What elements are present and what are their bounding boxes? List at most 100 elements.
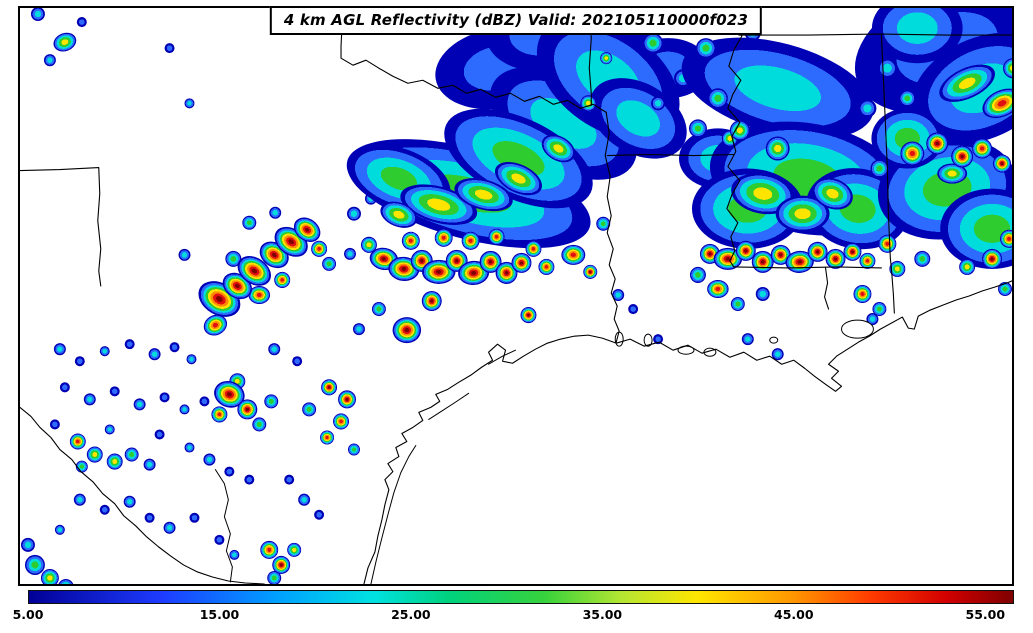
matagorda-barrier [428, 392, 470, 420]
colorbar-tick-label: 35.00 [582, 607, 623, 622]
radar-cell [1000, 229, 1012, 248]
radar-cell [229, 549, 240, 560]
radar-cell [360, 236, 377, 253]
radar-cell [40, 568, 59, 584]
radar-cell [688, 119, 707, 138]
radar-cell [939, 64, 995, 102]
radar-cell [333, 413, 350, 430]
radar-cell [154, 429, 165, 440]
radar-cell [877, 58, 898, 79]
radar-cell [434, 228, 453, 247]
radar-cell [242, 215, 257, 230]
radar-cell [133, 398, 146, 411]
radar-cell [225, 250, 242, 267]
radar-cell [76, 17, 87, 28]
radar-cell [596, 216, 611, 231]
radar-cell [859, 252, 876, 269]
colorbar-tick-label: 5.00 [12, 607, 44, 622]
rio-grande-border [20, 406, 265, 584]
radar-cell [866, 313, 879, 326]
radar-cell [293, 217, 321, 242]
radar-cell [580, 95, 597, 112]
radar-cell [494, 161, 543, 196]
radar-cell [144, 512, 155, 523]
radar-cell [311, 240, 328, 257]
radar-cell [755, 286, 770, 302]
radar-cell [274, 271, 291, 288]
radar-cell [321, 379, 338, 396]
radar-cell [775, 195, 830, 232]
radar-cell [765, 136, 790, 161]
radar-cell [237, 399, 258, 420]
radar-cell [248, 285, 271, 305]
radar-cell [561, 244, 586, 265]
radar-cell [267, 570, 282, 584]
radar-cell [993, 154, 1012, 173]
radar-cell [348, 443, 360, 456]
radar-cell [940, 188, 1012, 269]
galveston-barrier [488, 349, 516, 365]
radar-cell [583, 264, 598, 279]
radar-cell [380, 201, 418, 228]
radar-cell [224, 466, 235, 477]
radar-cell [843, 242, 862, 261]
border-la-ms-31n [733, 266, 882, 269]
radar-cell [807, 241, 828, 262]
radar-cell [302, 402, 317, 417]
radar-cell [287, 542, 302, 557]
radar-cell [926, 132, 949, 155]
radar-cell [53, 343, 66, 356]
radar-cell [186, 354, 197, 365]
radar-cell [269, 206, 282, 219]
pearl-river [824, 267, 830, 310]
radar-cell [344, 247, 356, 260]
radar-cell [268, 343, 281, 356]
radar-cell [495, 261, 518, 284]
radar-cell [972, 138, 993, 159]
radar-cell [511, 252, 532, 273]
radar-cell [320, 430, 335, 445]
radar-cell [871, 108, 944, 169]
map-frame: 4 km AGL Reflectivity (dBZ) Valid: 20210… [18, 6, 1014, 586]
radar-cell [812, 177, 853, 210]
colorbar-tick-labels: 5.00 15.00 25.00 35.00 45.00 55.00 [13, 607, 1014, 625]
radar-cell [853, 284, 872, 304]
radar-cell [164, 43, 175, 54]
radar-cell [771, 348, 784, 361]
radar-cell [86, 446, 103, 463]
radar-cell [109, 386, 120, 397]
radar-cell [59, 382, 70, 393]
boundary-line-west [20, 167, 102, 287]
south-texas-river [214, 469, 233, 583]
radar-cell [612, 288, 625, 302]
radar-cell [730, 297, 745, 312]
radar-cell [49, 419, 60, 430]
radar-cell [741, 333, 754, 346]
radar-cell [982, 88, 1012, 119]
radar-cell [20, 537, 35, 552]
radar-cell [58, 578, 74, 584]
radar-cell [189, 512, 200, 523]
radar-cell [770, 244, 791, 265]
radar-cell [713, 247, 743, 270]
border-ar-la [606, 153, 735, 157]
radar-cell [106, 453, 123, 470]
radar-cell [525, 240, 542, 257]
radar-cell [401, 231, 420, 250]
colorbar-tick-label: 15.00 [199, 607, 240, 622]
radar-cell [179, 404, 190, 415]
radar-cell [99, 504, 110, 515]
radar-cell [30, 8, 45, 22]
lake-outline [614, 331, 624, 347]
radar-cell [104, 424, 115, 435]
radar-cell [74, 356, 85, 367]
radar-echoes [20, 8, 1012, 584]
radar-cell [184, 442, 195, 453]
radar-cell [237, 256, 271, 286]
mississippi-river [726, 8, 743, 268]
radar-cell [252, 417, 267, 432]
radar-cell [272, 555, 291, 574]
radar-cell [264, 394, 279, 409]
radar-cell [184, 98, 195, 109]
